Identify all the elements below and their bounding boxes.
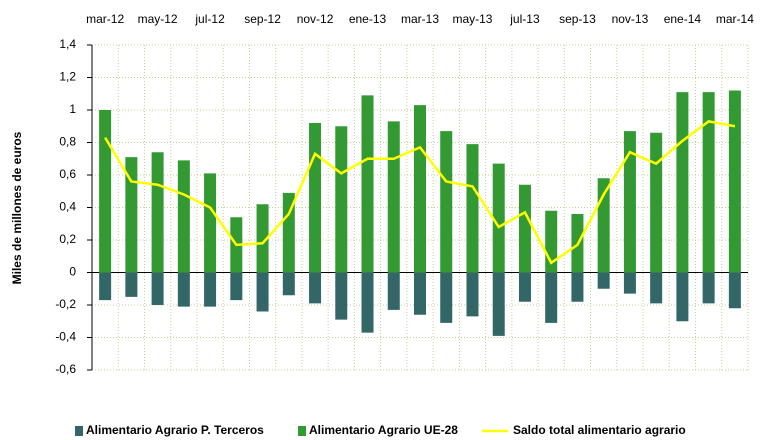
- y-tick-label: 1: [69, 102, 76, 116]
- x-tick-label: mar-14: [716, 12, 754, 26]
- x-tick-label: nov-12: [297, 12, 334, 26]
- y-tick-label: 1,2: [59, 70, 76, 84]
- x-tick-label: ene-13: [349, 12, 387, 26]
- bar: [282, 192, 295, 273]
- bar: [414, 105, 426, 273]
- bar: [99, 272, 112, 301]
- legend-swatch: [75, 426, 83, 436]
- bar: [204, 272, 217, 307]
- y-tick-label: -0,2: [55, 297, 76, 311]
- y-tick-label: 1,4: [59, 37, 76, 51]
- x-tick-label: may-13: [452, 12, 492, 26]
- bar: [623, 131, 636, 273]
- bar: [204, 173, 217, 273]
- y-tick-label: -0,6: [55, 362, 76, 376]
- bar: [414, 272, 426, 315]
- bar: [177, 160, 190, 273]
- bar: [623, 272, 636, 294]
- bar: [151, 152, 164, 273]
- y-tick-label: 0: [69, 265, 76, 279]
- bar: [309, 123, 322, 273]
- x-tick-label: sep-12: [244, 12, 281, 26]
- legend-label: Alimentario Agrario P. Terceros: [86, 423, 264, 437]
- bar: [545, 272, 558, 323]
- legend-label: Saldo total alimentario agrario: [513, 423, 686, 437]
- bar: [571, 272, 584, 302]
- bar: [230, 272, 243, 301]
- bar: [728, 272, 741, 309]
- bar: [335, 126, 348, 273]
- bar: [518, 184, 531, 273]
- bar: [440, 272, 453, 323]
- bar: [361, 272, 374, 333]
- bar: [518, 272, 531, 302]
- bar: [256, 272, 269, 312]
- y-tick-label: -0,4: [55, 330, 76, 344]
- bar: [702, 92, 715, 273]
- x-tick-label: ene-14: [664, 12, 702, 26]
- legend-label: Alimentario Agrario UE-28: [309, 423, 458, 437]
- bar: [125, 272, 138, 297]
- bar: [492, 272, 505, 336]
- bar: [676, 272, 689, 322]
- bar: [335, 272, 348, 320]
- y-tick-label: 0,8: [59, 135, 76, 149]
- bar: [650, 272, 663, 304]
- y-tick-label: 0,2: [59, 232, 76, 246]
- bar: [99, 110, 112, 273]
- bar: [387, 272, 400, 310]
- x-tick-label: nov-13: [612, 12, 649, 26]
- bar: [151, 272, 164, 305]
- bar: [597, 272, 610, 289]
- y-tick-label: 0,6: [59, 167, 76, 181]
- bar: [650, 132, 663, 273]
- bar: [702, 272, 715, 304]
- bar: [256, 204, 269, 273]
- bar: [309, 272, 322, 304]
- bar: [387, 121, 400, 273]
- bar: [440, 131, 453, 273]
- bar: [125, 157, 138, 273]
- x-tick-label: mar-12: [86, 12, 124, 26]
- x-tick-label: jul-13: [509, 12, 540, 26]
- bar: [466, 272, 479, 317]
- bar: [282, 272, 295, 296]
- x-tick-label: mar-13: [401, 12, 439, 26]
- line: [104, 120, 736, 265]
- bar: [466, 144, 479, 273]
- x-tick-label: may-12: [138, 12, 178, 26]
- y-axis-label: Miles de millones de euros: [10, 131, 24, 284]
- bar: [177, 272, 190, 307]
- x-tick-label: sep-13: [559, 12, 596, 26]
- bar: [361, 95, 374, 273]
- legend-swatch: [298, 426, 306, 436]
- bar: [492, 163, 505, 273]
- bar: [676, 92, 689, 273]
- bar: [728, 90, 741, 273]
- y-tick-label: 0,4: [59, 200, 76, 214]
- x-tick-label: jul-12: [194, 12, 225, 26]
